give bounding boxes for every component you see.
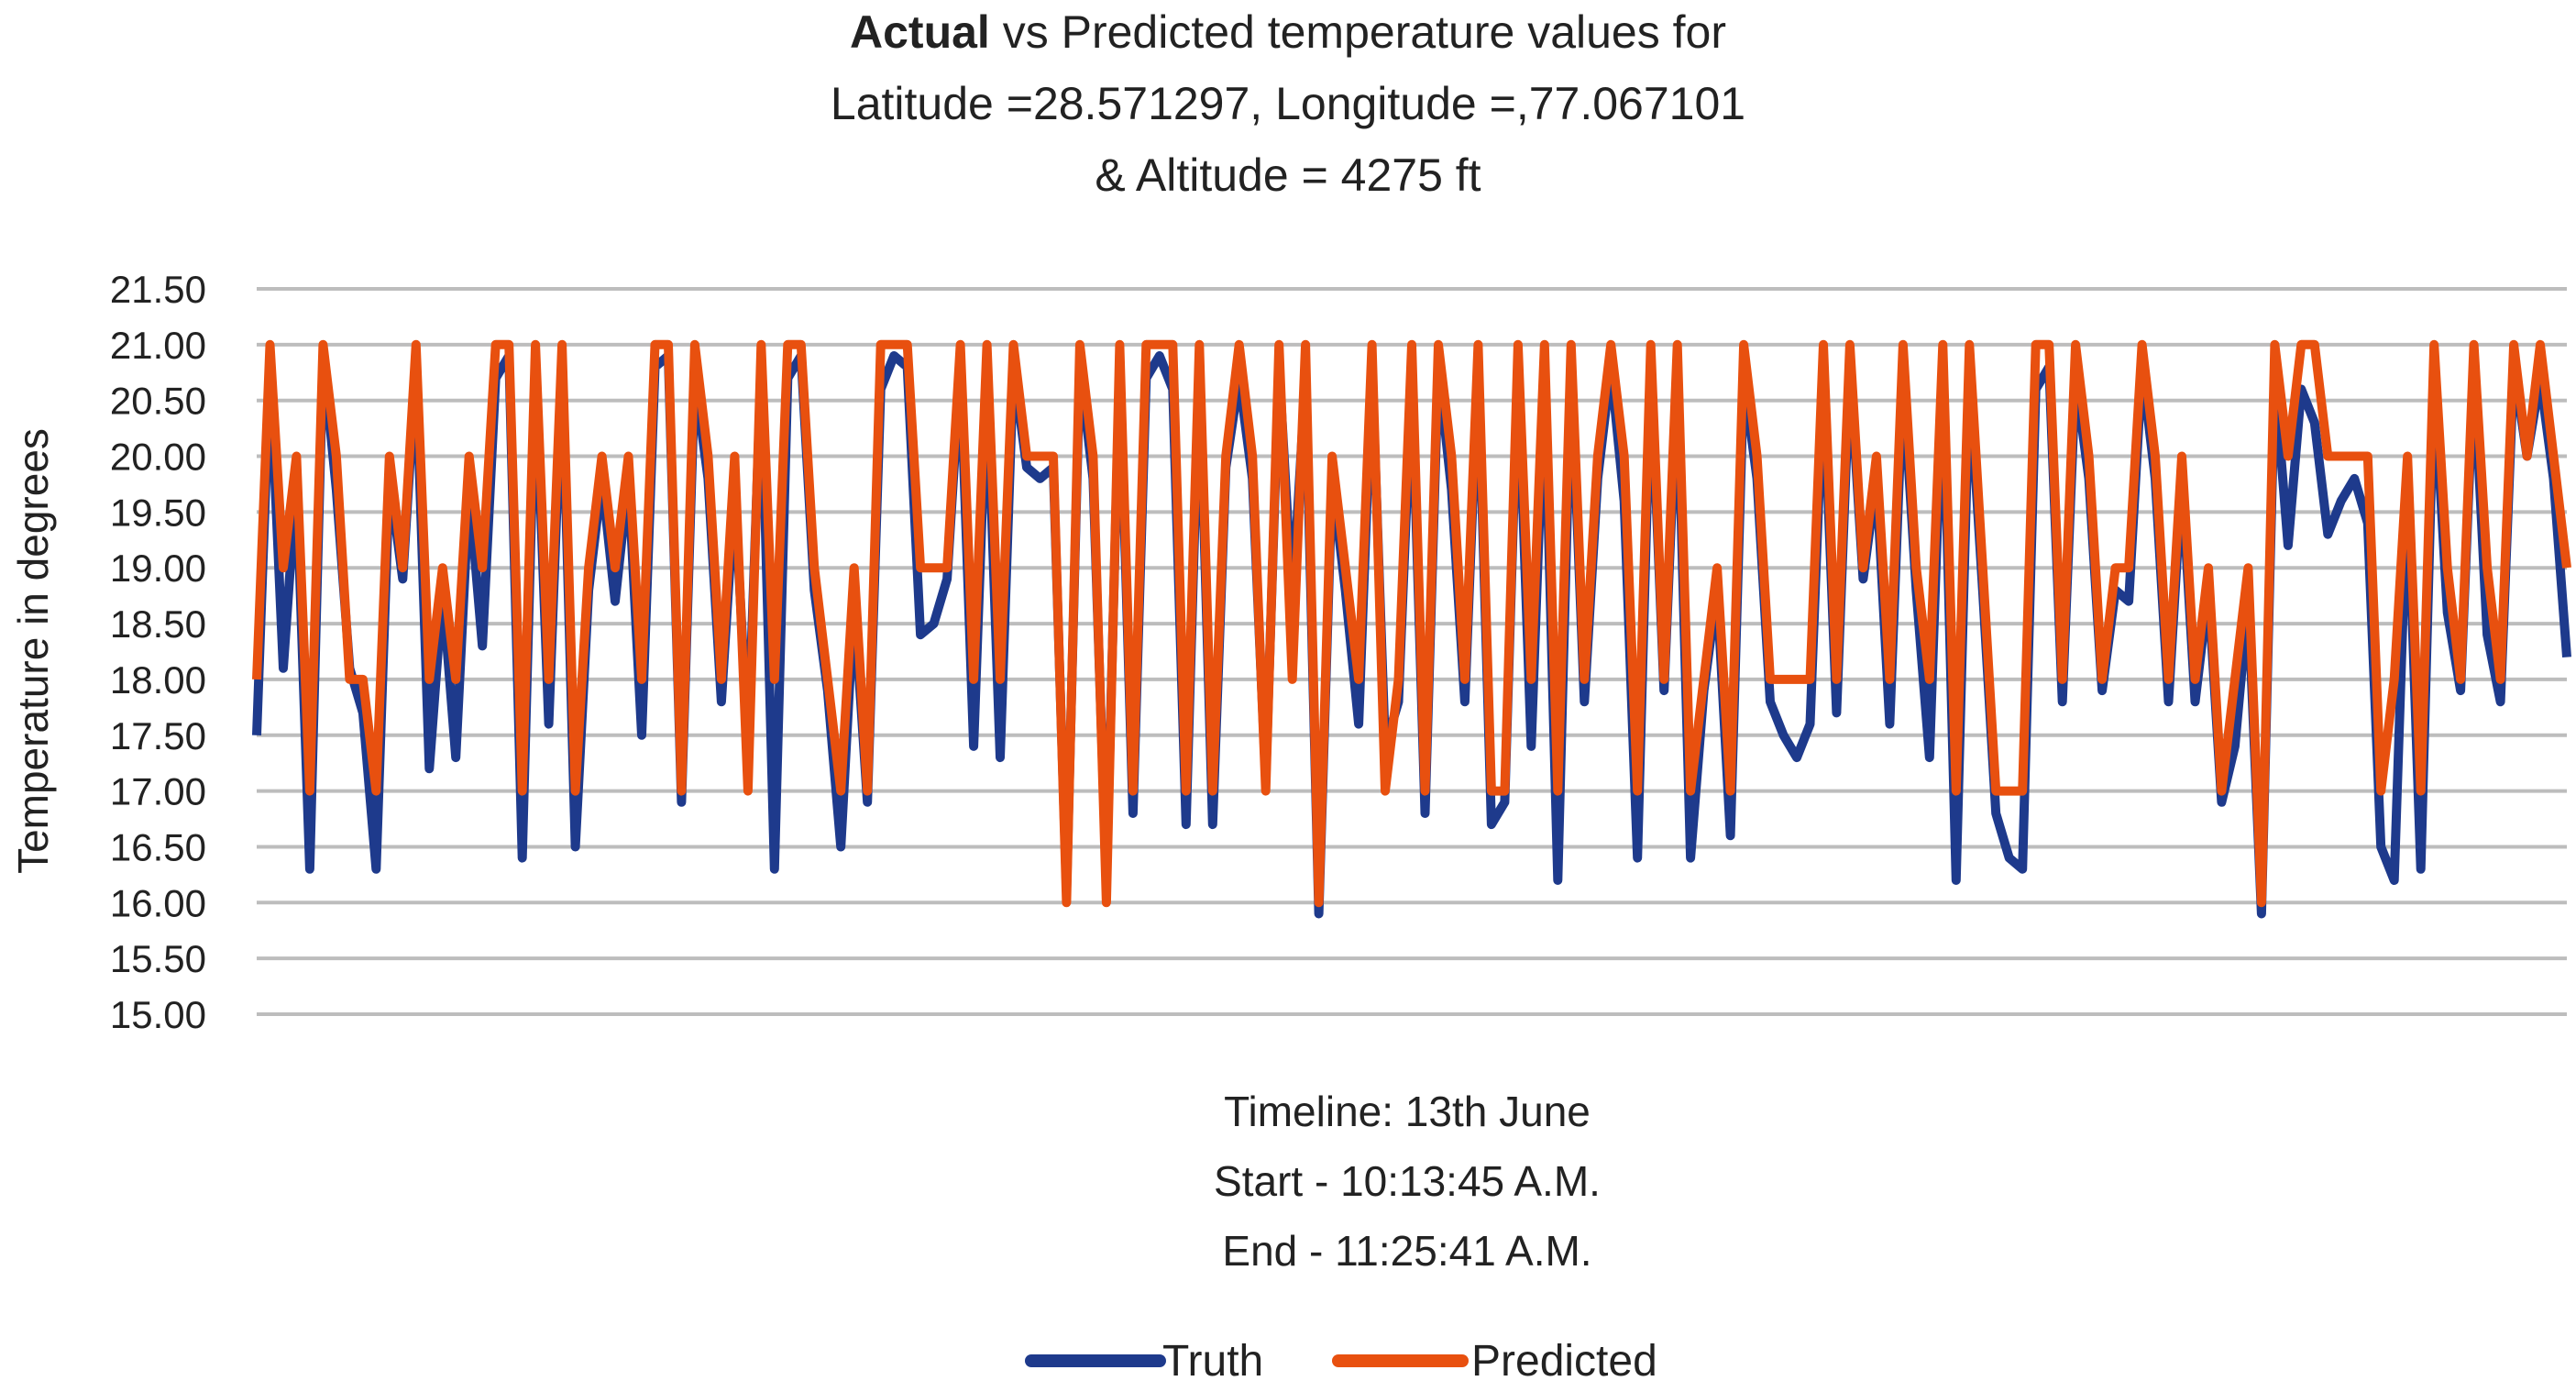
title-rest: vs Predicted temperature values for (990, 6, 1726, 58)
x-axis-label-line3: End - 11:25:41 A.M. (1222, 1227, 1591, 1275)
chart-title-line2: Latitude =28.571297, Longitude =,77.0671… (831, 78, 1745, 129)
y-tick-label: 17.00 (110, 770, 206, 813)
series-line-predicted (252, 339, 2571, 908)
legend-label-truth: Truth (1162, 1337, 1263, 1381)
y-tick-label: 20.00 (110, 436, 206, 479)
y-axis-label: Temperature in degrees (9, 428, 57, 874)
y-tick-label: 15.00 (110, 993, 206, 1036)
y-tick-labels: 21.50 21.00 20.50 20.00 19.50 19.00 18.50 18.00… (110, 268, 206, 1036)
x-axis-label-line2: Start - 10:13:45 A.M. (1214, 1157, 1601, 1205)
y-tick-label: 21.00 (110, 324, 206, 367)
title-bold: Actual (850, 6, 990, 58)
x-axis-label-line1: Timeline: 13th June (1224, 1088, 1591, 1135)
chart-title-line1: Actual vs Predicted temperature values f… (850, 6, 1726, 58)
series-lines (252, 339, 2571, 919)
legend-label-predicted: Predicted (1471, 1337, 1657, 1381)
y-tick-label: 21.50 (110, 268, 206, 311)
y-tick-label: 17.50 (110, 714, 206, 757)
y-tick-label: 18.00 (110, 658, 206, 702)
y-tick-label: 16.00 (110, 881, 206, 924)
y-tick-label: 19.50 (110, 491, 206, 534)
y-tick-label: 19.00 (110, 547, 206, 590)
legend: Truth Predicted (1025, 1337, 1657, 1381)
y-tick-label: 20.50 (110, 380, 206, 423)
y-tick-label: 16.50 (110, 825, 206, 868)
chart-title-line3: & Altitude = 4275 ft (1095, 149, 1481, 201)
y-tick-label: 18.50 (110, 602, 206, 646)
y-tick-label: 15.50 (110, 937, 206, 980)
